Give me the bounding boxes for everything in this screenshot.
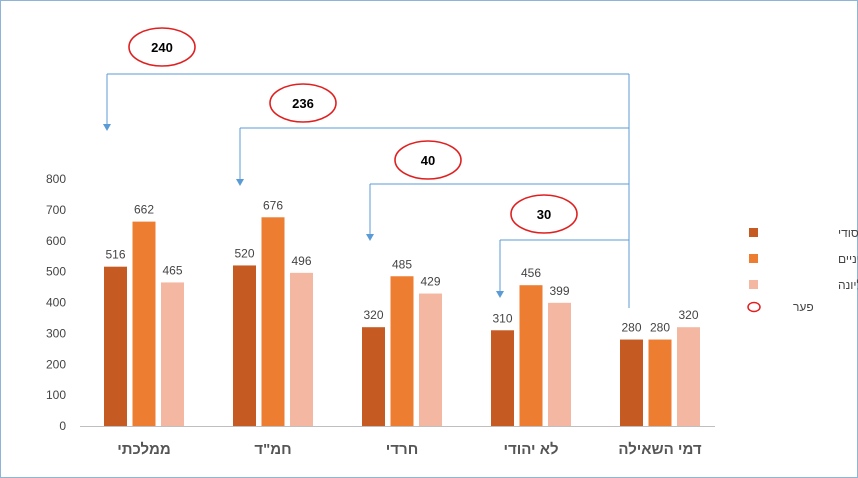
bar	[104, 266, 127, 426]
y-tick-label: 0	[59, 419, 66, 433]
gap-arrow-head	[103, 124, 111, 131]
y-tick-label: 800	[46, 172, 66, 186]
x-category-label: לא יהודי	[503, 441, 558, 458]
legend-swatch	[749, 254, 758, 263]
y-tick-label: 500	[46, 265, 66, 279]
data-label: 280	[650, 321, 670, 335]
y-tick-label: 400	[46, 296, 66, 310]
data-label: 320	[363, 308, 383, 322]
gap-value: 40	[421, 153, 435, 168]
legend-label: חטיבת ביניים	[838, 252, 858, 266]
y-tick-label: 200	[46, 357, 66, 371]
data-label: 320	[678, 308, 698, 322]
gap-value: 240	[151, 40, 173, 55]
gap-oval	[128, 27, 196, 67]
bar	[677, 327, 700, 426]
bar	[290, 272, 313, 426]
gap-oval	[510, 194, 578, 234]
gap-arrow-head	[496, 291, 504, 298]
legend-label: פער	[793, 300, 814, 314]
y-tick-label: 100	[46, 388, 66, 402]
data-label: 456	[521, 266, 541, 280]
legend-label: יסודי	[838, 226, 858, 240]
data-label: 485	[392, 257, 412, 271]
data-label: 280	[621, 321, 641, 335]
data-label: 310	[492, 311, 512, 325]
x-category-label: דמי השאילה	[618, 441, 702, 458]
x-category-label: ממלכתי	[117, 441, 171, 458]
data-label: 516	[105, 248, 125, 262]
bar	[620, 339, 643, 426]
gap-value: 236	[292, 96, 314, 111]
bar	[419, 293, 442, 426]
x-category-label: חרדי	[386, 441, 418, 458]
data-label: 465	[162, 263, 182, 277]
bar	[390, 276, 414, 426]
y-tick-label: 600	[46, 234, 66, 248]
gap-value: 30	[537, 207, 551, 222]
y-tick-label: 700	[46, 203, 66, 217]
bar	[161, 282, 184, 426]
bar	[132, 221, 156, 426]
gap-arrow-head	[236, 179, 244, 186]
bar	[648, 339, 672, 426]
legend-swatch	[749, 280, 758, 289]
data-label: 496	[291, 254, 311, 268]
bar	[519, 285, 543, 426]
gap-oval	[269, 83, 337, 123]
data-label: 662	[134, 203, 154, 217]
y-tick-label: 300	[46, 326, 66, 340]
legend-label: חטיבה עליונה	[838, 278, 858, 292]
legend-gap-marker	[747, 301, 761, 313]
data-label: 676	[263, 198, 283, 212]
bar	[491, 330, 514, 426]
bar	[362, 327, 385, 426]
data-label: 429	[420, 275, 440, 289]
bar	[548, 302, 571, 426]
gap-oval	[394, 140, 462, 180]
bar	[261, 217, 285, 426]
x-category-label: חמ"ד	[254, 441, 291, 458]
legend-swatch	[749, 228, 758, 237]
gap-arrow-head	[366, 234, 374, 241]
data-label: 520	[234, 246, 254, 260]
data-label: 399	[549, 284, 569, 298]
bar	[233, 265, 256, 426]
